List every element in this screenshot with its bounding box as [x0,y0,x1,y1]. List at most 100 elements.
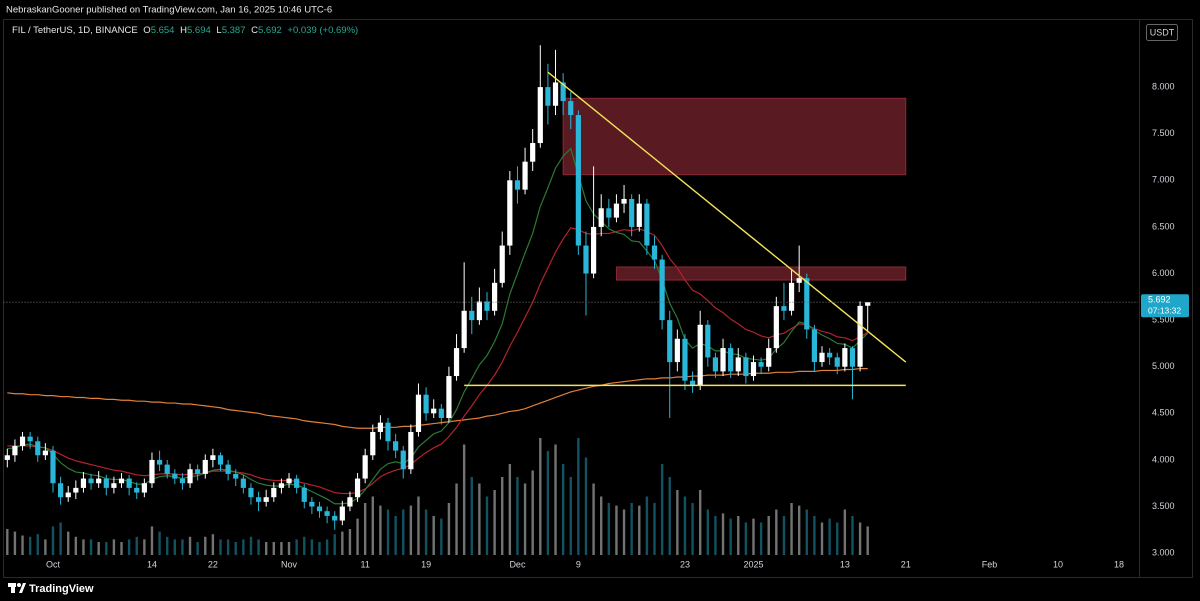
volume-bar [866,526,869,555]
candle-body [560,82,566,102]
candle-body [4,455,10,460]
volume-bar [851,516,854,555]
y-tick-label: 7.000 [1152,175,1175,185]
ohlc-label: H [180,25,187,36]
candle-body [720,348,726,372]
currency-box[interactable] [1146,24,1178,41]
candle-body [58,483,64,498]
volume-bar [432,516,435,555]
candle-body [766,348,772,367]
candle-body [613,203,620,218]
volume-bar [97,542,100,555]
logo [8,583,26,593]
zone [615,266,907,281]
volume-bar [44,539,47,555]
candle-body [827,352,833,358]
candle-body [469,310,475,321]
volume-bar [249,536,253,555]
candle-body [35,441,41,456]
x-tick-label: 11 [360,559,369,569]
candle-body [156,459,163,465]
candle-body [842,348,848,367]
volume-bar [622,509,626,555]
volume-bar [782,516,786,555]
candle-body [735,357,741,372]
candle-body [96,478,102,484]
candle-body [233,473,239,479]
plot-area [4,45,907,555]
candle-body [377,422,383,432]
candle-body [575,115,581,246]
candle-body [689,380,696,386]
candle-body [606,208,612,218]
volume-bar [310,539,314,555]
candle-body [788,282,795,311]
volume-bar [28,536,32,555]
volume-bar [257,539,260,555]
volume-bar [455,483,458,555]
candle-body [354,478,361,498]
volume-bar [440,518,443,555]
ohlc-label: C [251,25,258,36]
candle-body [545,87,551,106]
candle-body [865,302,871,306]
volume-bar [13,531,17,555]
candle-body [385,422,391,442]
volume-bar [150,526,154,555]
volume-bar [424,509,428,555]
volume-bar [280,542,283,555]
candle-body [347,497,353,507]
ohlc-label: L [216,25,221,36]
ohlc-value: 5.692 [258,25,282,36]
candle-body [476,301,482,321]
volume-bar [660,464,664,555]
volume-bar [158,531,161,555]
volume-bar [561,464,565,555]
candle-body [682,338,688,381]
volume-bar [714,516,717,555]
candle-body [492,282,498,311]
volume-bar [554,444,557,555]
candle-body [552,82,559,106]
volume-bar [67,531,70,555]
candle-body [453,348,460,377]
volume-bar [531,470,534,555]
candle-body [522,161,528,190]
candle-body [415,394,422,432]
volume-bar [615,505,618,555]
volume-bar [242,539,245,555]
candle-body [712,357,719,372]
volume-bar [828,518,831,555]
brand: TradingView [29,583,94,595]
candle-body [179,478,186,484]
volume-bar [341,531,344,555]
y-tick-label: 5.500 [1152,314,1175,324]
trendline [547,71,907,363]
candle-body [446,376,452,418]
volume-bar [234,542,237,555]
volume-bar [706,509,710,555]
candle-body [217,455,224,465]
candle-body [195,469,201,474]
symbol: FIL / TetherUS, 1D, BINANCE [12,25,138,36]
x-tick-label: 19 [421,559,431,569]
volume-bar [546,451,550,555]
candle-body [621,198,627,204]
candle-body [332,515,338,521]
countdown: 07:13:32 [1148,305,1181,315]
x-tick-label: 9 [576,559,581,569]
candle-body [134,487,140,493]
candle-body [834,357,840,367]
currency[interactable]: USDT [1150,27,1175,37]
volume-bar [691,503,694,555]
candle-body [659,259,665,321]
volume-bar [272,542,276,555]
volume-bar [181,539,184,555]
x-tick-label: Nov [281,559,298,569]
volume-bar [698,490,702,555]
volume-bar [173,539,177,555]
candle-body [674,338,680,363]
volume-bar [721,513,725,555]
y-tick-label: 8.000 [1152,81,1175,91]
